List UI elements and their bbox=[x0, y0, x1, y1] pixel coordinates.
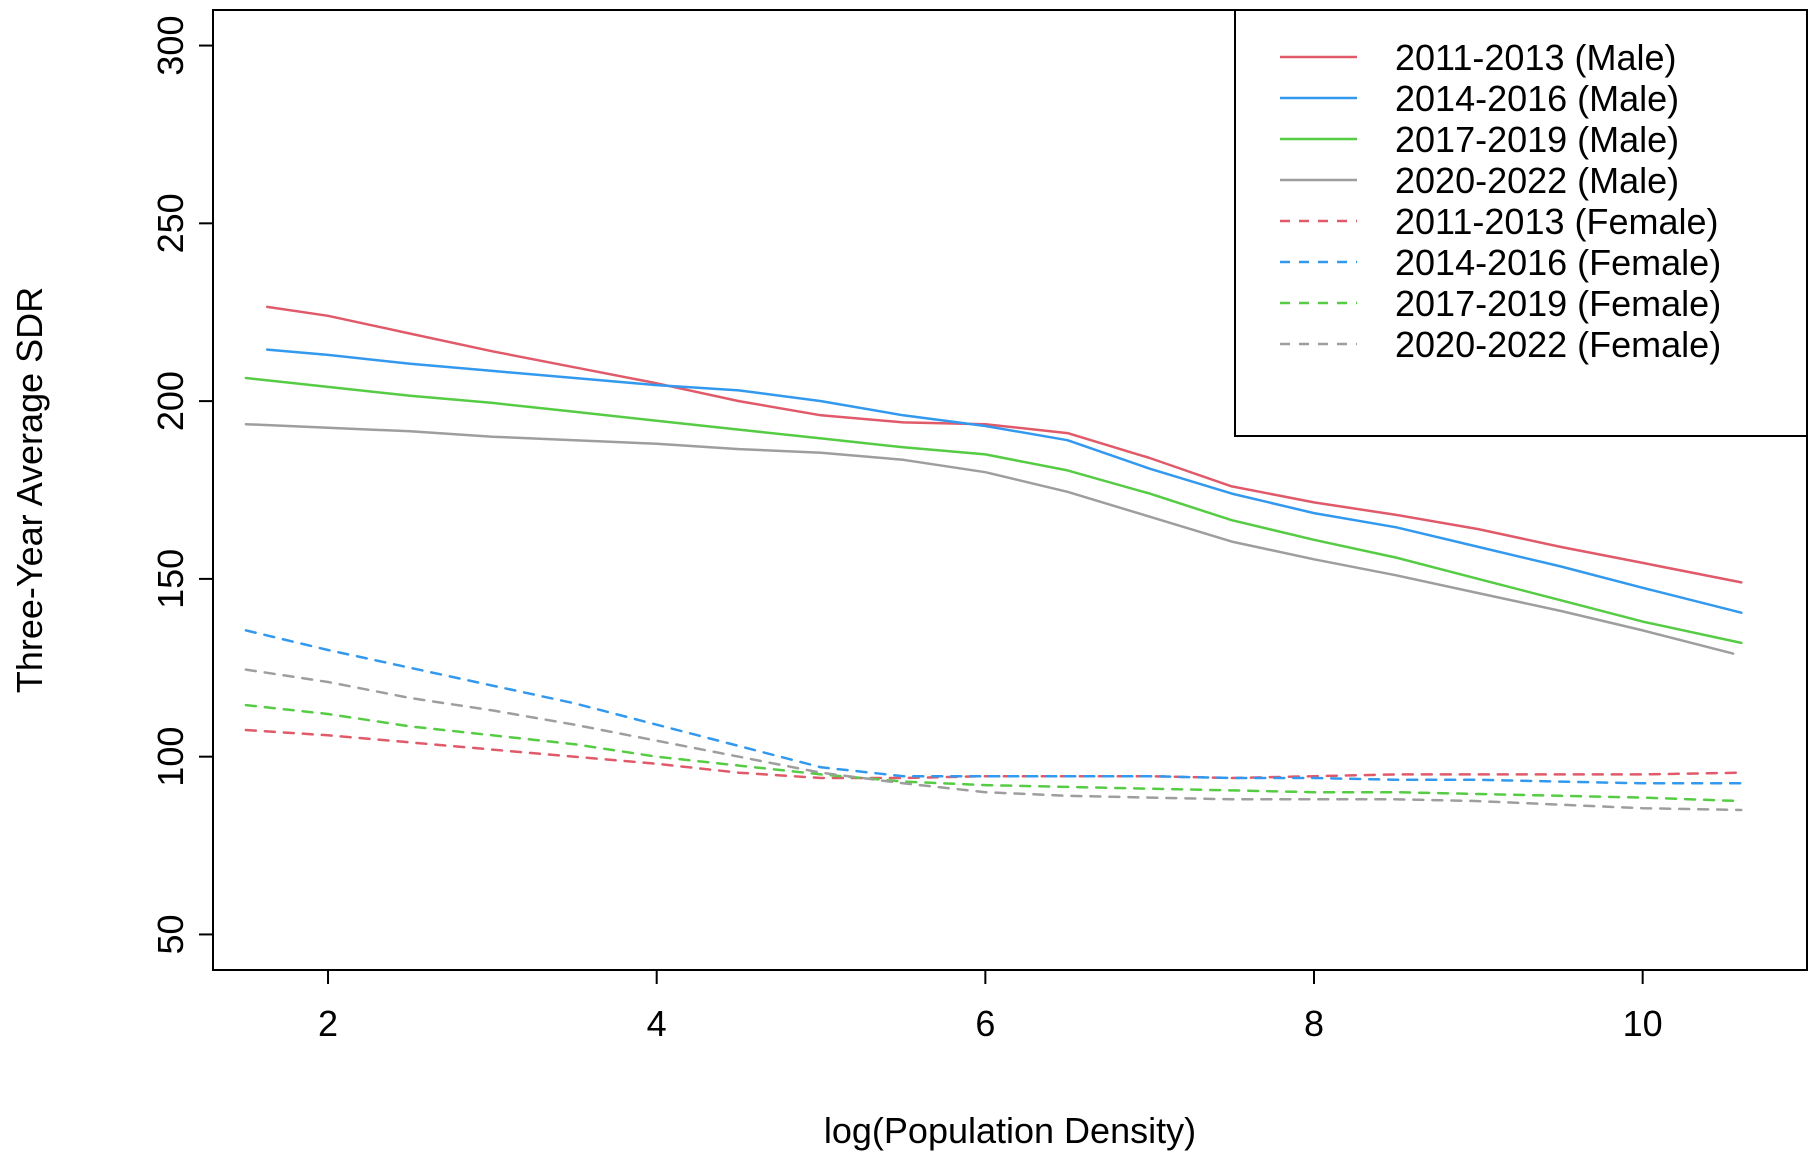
series-line bbox=[244, 629, 1743, 785]
legend-label: 2017-2019 (Female) bbox=[1395, 283, 1721, 324]
x-tick-label: 10 bbox=[1623, 1003, 1663, 1044]
legend-label: 2017-2019 (Male) bbox=[1395, 119, 1679, 160]
series-line bbox=[244, 422, 1735, 655]
series-line bbox=[244, 376, 1743, 645]
series-layer bbox=[244, 305, 1743, 812]
legend-label: 2011-2013 (Female) bbox=[1395, 201, 1719, 242]
y-tick-label: 100 bbox=[150, 727, 191, 787]
y-tick-label: 150 bbox=[150, 549, 191, 609]
series-line bbox=[244, 728, 1743, 780]
x-axis: 2 4 6 8 10 bbox=[318, 969, 1663, 1044]
x-tick-label: 8 bbox=[1304, 1003, 1324, 1044]
y-tick-label: 300 bbox=[150, 16, 191, 76]
legend-label: 2020-2022 (Male) bbox=[1395, 160, 1679, 201]
y-axis-title: Three-Year Average SDR bbox=[9, 287, 50, 693]
legend-label: 2014-2016 (Male) bbox=[1395, 78, 1679, 119]
x-tick-label: 4 bbox=[647, 1003, 667, 1044]
series-line bbox=[265, 348, 1743, 614]
legend-box bbox=[1234, 9, 1808, 437]
legend-label: 2014-2016 (Female) bbox=[1395, 242, 1721, 283]
x-axis-title: log(Population Density) bbox=[824, 1110, 1196, 1151]
series-line bbox=[265, 305, 1743, 584]
series-line bbox=[244, 703, 1743, 803]
x-tick-label: 2 bbox=[318, 1003, 338, 1044]
legend: 2011-2013 (Male)2014-2016 (Male)2017-201… bbox=[1234, 9, 1808, 437]
series-line bbox=[244, 668, 1743, 812]
y-tick-label: 250 bbox=[150, 193, 191, 253]
legend-label: 2011-2013 (Male) bbox=[1395, 37, 1677, 78]
y-tick-label: 200 bbox=[150, 371, 191, 431]
y-axis: 50 100 150 200 250 300 bbox=[150, 16, 214, 954]
x-tick-label: 6 bbox=[975, 1003, 995, 1044]
y-tick-label: 50 bbox=[150, 914, 191, 954]
legend-label: 2020-2022 (Female) bbox=[1395, 324, 1721, 365]
